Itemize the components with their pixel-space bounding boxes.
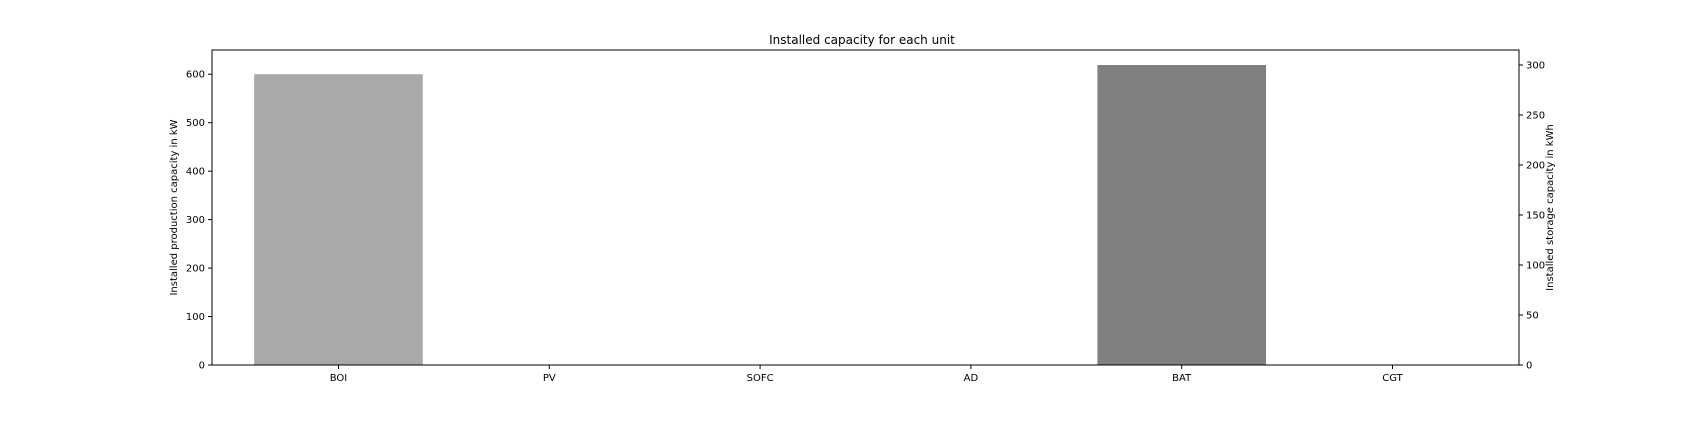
y-tick-label-right: 200 bbox=[1526, 161, 1545, 172]
y-axis-label-left: Installed production capacity in kW bbox=[169, 119, 180, 295]
y-tick-label-left: 500 bbox=[186, 118, 205, 129]
y-tick-label-right: 0 bbox=[1526, 361, 1532, 372]
chart-title: Installed capacity for each unit bbox=[769, 33, 955, 47]
y-tick-label-right: 250 bbox=[1526, 111, 1545, 122]
y-tick-label-right: 100 bbox=[1526, 261, 1545, 272]
axes-layer: BOI PV SOFC AD BAT CGT 0 100 200 300 400 500 600 0 50 1… bbox=[186, 61, 1545, 385]
bar-bat bbox=[1097, 65, 1267, 365]
plot-frame bbox=[211, 49, 1520, 366]
y-axis-label-right: Installed storage capacity in kWh bbox=[1545, 124, 1556, 291]
x-tick-label: BAT bbox=[1172, 373, 1192, 384]
bar-boi bbox=[254, 74, 423, 365]
y-tick-label-left: 300 bbox=[186, 215, 205, 226]
x-tick-label: CGT bbox=[1382, 373, 1403, 384]
x-tick-label: PV bbox=[543, 373, 556, 384]
bars-layer bbox=[254, 65, 1267, 365]
x-tick-label: BOI bbox=[330, 373, 348, 384]
y-tick-label-right: 50 bbox=[1526, 311, 1539, 322]
y-tick-label-left: 400 bbox=[186, 167, 205, 178]
y-tick-label-right: 150 bbox=[1526, 211, 1545, 222]
y-tick-label-right: 300 bbox=[1526, 61, 1545, 72]
y-tick-label-left: 600 bbox=[186, 70, 205, 81]
x-tick-label: SOFC bbox=[747, 373, 774, 384]
y-tick-label-left: 0 bbox=[199, 361, 205, 372]
x-tick-label: AD bbox=[964, 373, 979, 384]
y-tick-label-left: 200 bbox=[186, 264, 205, 275]
y-tick-label-left: 100 bbox=[186, 312, 205, 323]
